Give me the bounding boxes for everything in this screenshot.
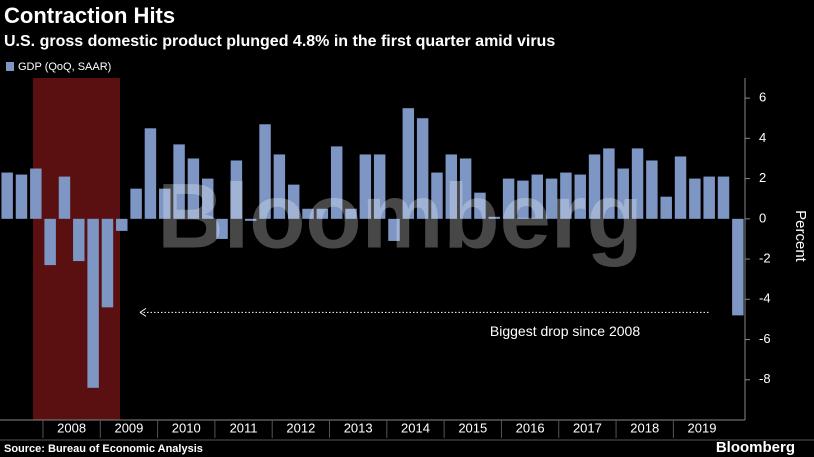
chart-subtitle: U.S. gross domestic product plunged 4.8%… [4, 33, 555, 50]
bar [287, 184, 300, 219]
bar [202, 178, 214, 219]
bar [402, 108, 415, 219]
x-tick-label: 2010 [172, 420, 201, 435]
bar [116, 218, 128, 231]
bar [388, 218, 400, 241]
bar [273, 154, 286, 219]
bar [373, 154, 386, 219]
bar [44, 218, 56, 266]
bar [574, 174, 586, 219]
bar [330, 146, 343, 219]
bar [617, 168, 629, 219]
bar [646, 160, 658, 219]
bar [58, 176, 71, 219]
bar [259, 124, 271, 219]
x-tick-label: 2014 [401, 420, 430, 435]
y-tick-label: 4 [759, 130, 766, 145]
bar [15, 174, 28, 219]
bar [173, 144, 185, 219]
x-tick-label: 2012 [286, 420, 315, 435]
plot: -8 -6 -4 -2 0 2 4 6 2008 2009 2010 2011 2012 2013 2014… [0, 78, 771, 438]
x-tick-label: 2013 [344, 420, 373, 435]
annotation: Biggest drop since 2008 [490, 323, 640, 339]
bar [30, 168, 42, 219]
y-tick-label: -8 [759, 371, 771, 386]
bar [187, 158, 200, 219]
bar [230, 160, 243, 219]
bar [130, 188, 142, 219]
annotation-arrowhead [139, 307, 147, 317]
bar [101, 218, 114, 308]
y-tick-label: 6 [759, 90, 766, 105]
bar [545, 178, 558, 219]
bar [359, 154, 372, 219]
x-tick-label: 2015 [458, 420, 487, 435]
x-tick-label: 2017 [573, 420, 602, 435]
bar [244, 218, 257, 221]
bar [302, 208, 314, 219]
bar [488, 216, 501, 219]
bar [631, 148, 644, 219]
brand: Bloomberg [716, 439, 795, 456]
legend-swatch [6, 62, 14, 71]
bar [517, 180, 529, 219]
x-tick-label: 2019 [688, 420, 717, 435]
bar [216, 218, 228, 239]
bar [603, 148, 615, 219]
y-tick-label: 0 [759, 210, 766, 225]
x-tick-label: 2011 [230, 420, 258, 435]
y-tick-label: -4 [759, 291, 771, 306]
bar [73, 218, 85, 262]
chart-title: Contraction Hits [4, 3, 175, 28]
x-tick-label: 2016 [516, 420, 545, 435]
bar [416, 118, 429, 219]
bar [703, 176, 715, 219]
bar [717, 176, 730, 219]
bar [474, 192, 486, 219]
bar [674, 156, 687, 219]
legend-label: GDP (QoQ, SAAR) [18, 61, 111, 73]
bar [531, 174, 543, 219]
bar [144, 128, 157, 219]
x-tick-label: 2009 [114, 420, 143, 435]
bar [159, 188, 171, 219]
bar [689, 178, 701, 219]
bar [732, 218, 744, 316]
bar [445, 154, 458, 219]
y-axis-label: Percent [792, 210, 809, 263]
bar [588, 154, 601, 219]
bar [502, 178, 515, 219]
bar [345, 208, 357, 219]
bar [1, 172, 13, 219]
y-tick-label: -2 [759, 250, 771, 265]
bar [316, 208, 329, 219]
bar [431, 172, 443, 219]
x-tick-label: 2008 [57, 420, 86, 435]
bar [560, 172, 572, 219]
watermark: Bloomberg [157, 165, 643, 267]
y-tick-label: -6 [759, 331, 771, 346]
x-tick-label: 2018 [630, 420, 659, 435]
source: Source: Bureau of Economic Analysis [4, 443, 203, 455]
y-tick-label: 2 [759, 170, 766, 185]
bar [87, 218, 99, 388]
bar [660, 196, 672, 219]
bar [459, 158, 472, 219]
